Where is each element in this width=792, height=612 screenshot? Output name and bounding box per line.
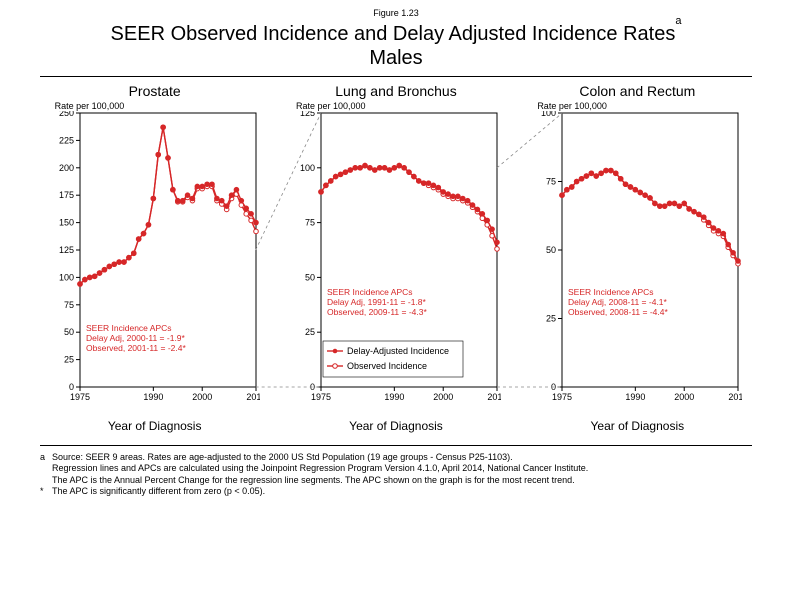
svg-text:175: 175 [59, 190, 74, 200]
svg-text:50: 50 [305, 272, 315, 282]
svg-text:2000: 2000 [675, 392, 695, 401]
x-axis-caption: Year of Diagnosis [349, 419, 443, 433]
svg-text:SEER Incidence APCs: SEER Incidence APCs [86, 323, 172, 333]
figure-number: Figure 1.23 [0, 0, 792, 18]
svg-text:1990: 1990 [143, 392, 163, 401]
svg-text:125: 125 [300, 111, 315, 118]
svg-text:Delay Adj, 2008-11 = -4.1*: Delay Adj, 2008-11 = -4.1* [568, 297, 668, 307]
svg-text:SEER Incidence APCs: SEER Incidence APCs [568, 287, 654, 297]
svg-text:100: 100 [541, 111, 556, 118]
svg-text:2011: 2011 [246, 392, 260, 401]
svg-text:1975: 1975 [552, 392, 572, 401]
y-axis-caption: Rate per 100,000 [25, 101, 285, 111]
panel-lung-bronchus: Lung and Bronchus Rate per 100,000 25507… [281, 83, 511, 433]
title-line2: Males [369, 47, 422, 69]
footnotes: aSource: SEER 9 areas. Rates are age-adj… [40, 445, 752, 497]
svg-text:2000: 2000 [433, 392, 453, 401]
svg-text:50: 50 [546, 245, 556, 255]
svg-text:0: 0 [69, 382, 74, 392]
plot-area: 25 50 75 100 125 01975 1990 2000 2011 SEER Incide… [291, 111, 501, 401]
svg-text:Delay Adj, 2000-11 = -1.9*: Delay Adj, 2000-11 = -1.9* [86, 333, 186, 343]
title-superscript: a [675, 15, 681, 27]
svg-text:Observed, 2009-11 = -4.3*: Observed, 2009-11 = -4.3* [327, 307, 427, 317]
svg-text:SEER Incidence APCs: SEER Incidence APCs [327, 287, 413, 297]
svg-text:125: 125 [59, 245, 74, 255]
svg-text:1990: 1990 [626, 392, 646, 401]
svg-text:Delay Adj, 1991-11 = -1.8*: Delay Adj, 1991-11 = -1.8* [327, 297, 427, 307]
plot-area: 25 50 75 100 125 150 175 200 225 250 01975 1990 2000… [50, 111, 260, 401]
top-rule [40, 76, 752, 77]
svg-text:50: 50 [64, 327, 74, 337]
svg-text:100: 100 [59, 272, 74, 282]
svg-text:Delay-Adjusted Incidence: Delay-Adjusted Incidence [347, 346, 449, 356]
svg-text:75: 75 [546, 177, 556, 187]
y-axis-caption: Rate per 100,000 [266, 101, 526, 111]
panels-container: Prostate Rate per 100,000 25 50 75 100 125 15… [0, 83, 792, 433]
panel-title: Lung and Bronchus [335, 83, 456, 99]
panel-title: Colon and Rectum [579, 83, 695, 99]
svg-text:Observed Incidence: Observed Incidence [347, 361, 427, 371]
svg-text:250: 250 [59, 111, 74, 118]
svg-text:1975: 1975 [70, 392, 90, 401]
title-line1: SEER Observed Incidence and Delay Adjust… [111, 23, 676, 45]
y-axis-caption: Rate per 100,000 [507, 101, 767, 111]
panel-title: Prostate [129, 83, 181, 99]
x-axis-caption: Year of Diagnosis [591, 419, 685, 433]
svg-text:2000: 2000 [192, 392, 212, 401]
svg-text:75: 75 [305, 218, 315, 228]
svg-text:25: 25 [305, 327, 315, 337]
svg-text:150: 150 [59, 218, 74, 228]
svg-text:2011: 2011 [487, 392, 501, 401]
svg-text:25: 25 [546, 314, 556, 324]
svg-text:0: 0 [551, 382, 556, 392]
main-title: SEER Observed Incidence and Delay Adjust… [0, 22, 792, 70]
svg-text:200: 200 [59, 163, 74, 173]
svg-text:Observed, 2008-11 = -4.4*: Observed, 2008-11 = -4.4* [568, 307, 668, 317]
panel-prostate: Prostate Rate per 100,000 25507510012515… [40, 83, 270, 433]
svg-text:1990: 1990 [384, 392, 404, 401]
x-axis-caption: Year of Diagnosis [108, 419, 202, 433]
panel-colon-rectum: Colon and Rectum Rate per 100,000 255075… [522, 83, 752, 433]
plot-area: 25 50 75 100 01975 1990 2000 2011 SEER Incidence… [532, 111, 742, 401]
svg-text:225: 225 [59, 135, 74, 145]
svg-text:75: 75 [64, 300, 74, 310]
svg-text:100: 100 [300, 163, 315, 173]
svg-text:Observed, 2001-11 = -2.4*: Observed, 2001-11 = -2.4* [86, 343, 186, 353]
svg-text:1975: 1975 [311, 392, 331, 401]
svg-text:0: 0 [310, 382, 315, 392]
svg-text:25: 25 [64, 355, 74, 365]
svg-text:2011: 2011 [729, 392, 743, 401]
